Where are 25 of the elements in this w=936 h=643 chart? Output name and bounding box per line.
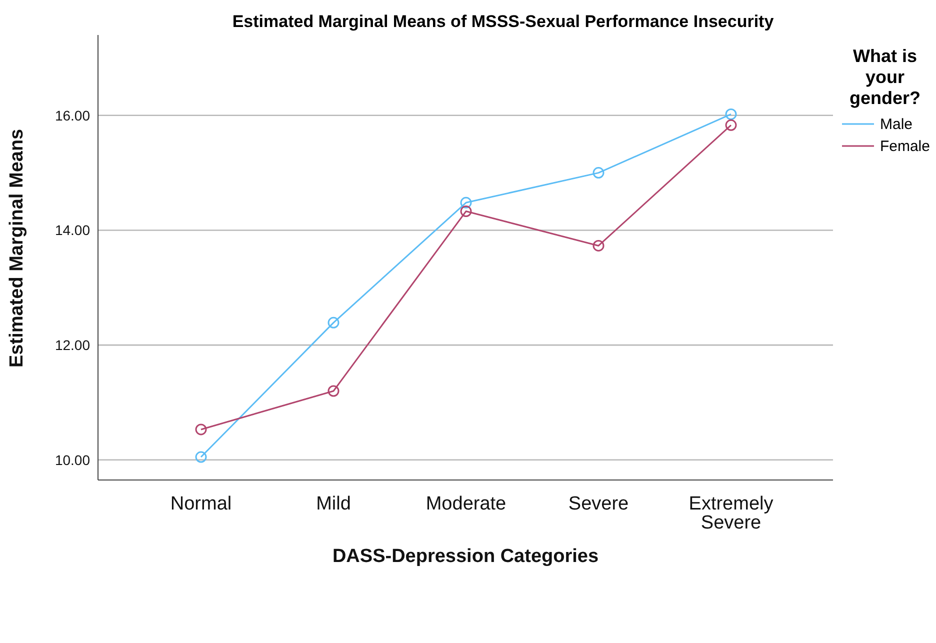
y-tick-label: 14.00: [54, 222, 90, 238]
point: [460, 196, 472, 208]
x-axis-title: DASS-Depression Categories: [332, 546, 599, 567]
legend-label: Male: [880, 116, 913, 132]
point: [592, 167, 604, 179]
point: [725, 108, 737, 120]
point: [328, 316, 340, 328]
legend-title: What is your gender?: [848, 46, 922, 109]
chart-title: Estimated Marginal Means of MSSS-Sexual Performance Insecurity: [231, 12, 775, 32]
y-tick-label: 16.00: [54, 107, 90, 124]
x-tick-label: Moderate: [426, 493, 506, 514]
y-tick-label: 12.00: [54, 337, 90, 354]
point: [195, 451, 207, 463]
x-tick-label: Extremely Severe: [688, 493, 774, 534]
legend-label: Female: [880, 138, 930, 154]
y-tick-label: 10.00: [54, 452, 90, 468]
x-tick-label: Normal: [170, 493, 232, 514]
point: [725, 119, 737, 131]
point: [460, 206, 472, 218]
x-tick-label: Severe: [568, 493, 629, 514]
point: [328, 385, 340, 397]
x-tick-label: Mild: [316, 493, 351, 514]
y-axis-title: Estimated Marginal Means: [6, 128, 28, 368]
point: [592, 240, 604, 252]
point: [195, 424, 207, 436]
